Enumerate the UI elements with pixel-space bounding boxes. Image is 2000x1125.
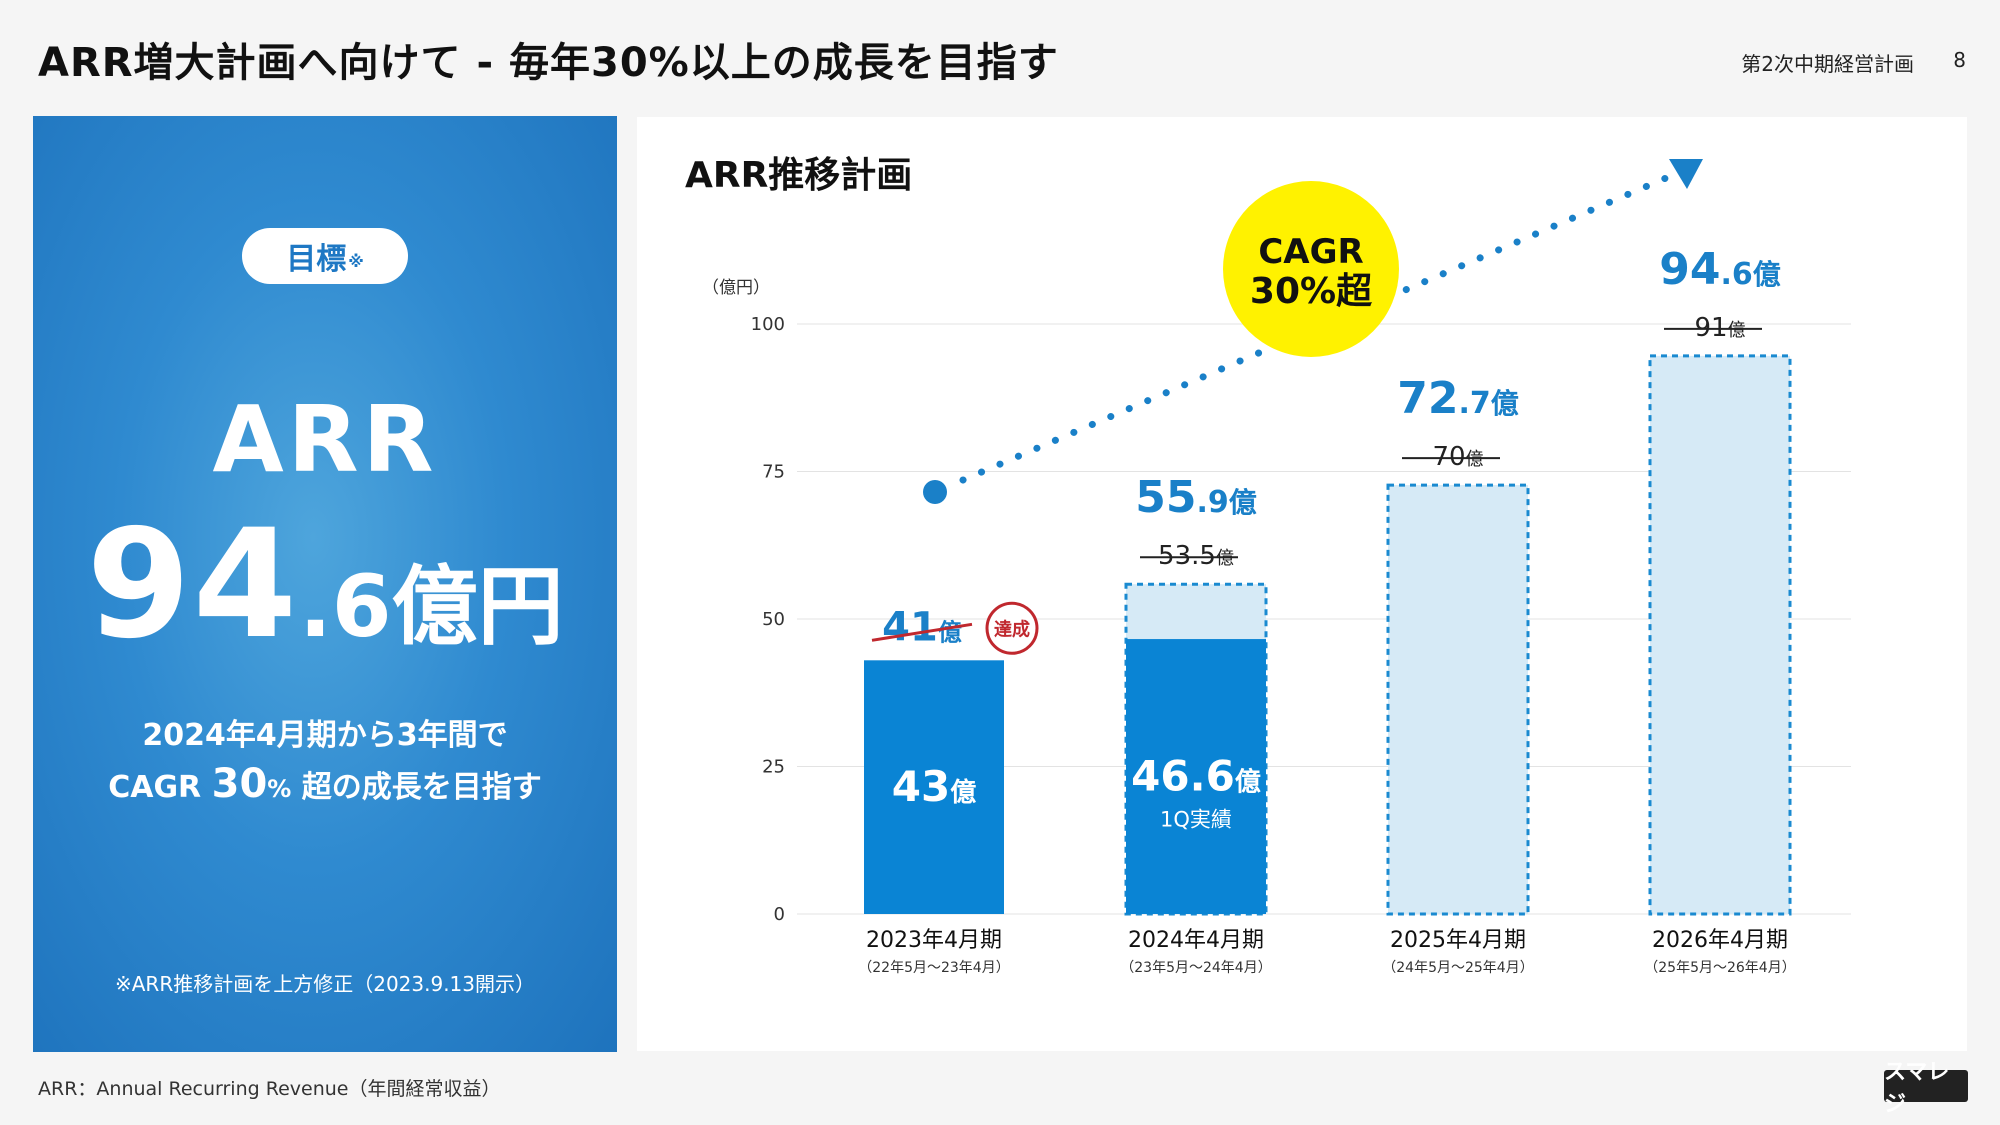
goal-desc-rate: 30 [211, 761, 268, 807]
cagr-badge-line1: CAGR [1258, 232, 1363, 272]
goal-value-decimal: .6 [299, 557, 392, 657]
goal-metric-name: ARR [212, 386, 438, 493]
goal-badge-label: 目標 [286, 242, 347, 277]
actual-label-number: 43 [892, 762, 950, 811]
goal-metric-value: 94.6億円 [33, 498, 617, 672]
plan-bar [1386, 483, 1530, 916]
goal-desc-rest: 超の成長を目指す [291, 770, 542, 805]
plan-data-label: 94.6億 [1659, 244, 1781, 295]
previous-plan-strike [871, 622, 973, 642]
actual-label-number: 46.6 [1131, 752, 1235, 801]
page-number: 8 [1953, 48, 1966, 72]
chart-title: ARR推移計画 [685, 155, 912, 196]
x-sub-label: （24年5月～25年4月） [1382, 960, 1533, 976]
y-tick-label: 100 [751, 314, 785, 335]
y-tick-label: 75 [762, 462, 785, 483]
x-sub-label: （22年5月～23年4月） [858, 960, 1009, 976]
actual-data-label: 46.6億 [1131, 752, 1261, 801]
actual-label-note: 1Q実績 [1160, 808, 1232, 832]
chart-panel: ARR推移計画 （億円） 0 25 50 75 100 2023年4月期 （22年5月～23年4… [637, 117, 1967, 1051]
y-tick-label: 0 [774, 904, 785, 925]
goal-value-unit: 億円 [391, 557, 564, 657]
plan-label-integer: 72 [1397, 373, 1458, 424]
actual-bar [1126, 639, 1266, 914]
footnote: ARR：Annual Recurring Revenue（年間経常収益） [38, 1078, 501, 1100]
plan-label-integer: 55 [1135, 472, 1196, 523]
previous-plan-label: 41億 [882, 604, 962, 650]
y-tick-label: 50 [762, 609, 785, 630]
company-logo: スマレジ [1884, 1060, 1968, 1117]
trend-arrowhead [1669, 159, 1703, 189]
previous-plan-unit: 億 [1216, 548, 1234, 569]
previous-plan-label: 91億 [1694, 313, 1745, 343]
previous-plan-unit: 億 [1466, 449, 1484, 470]
previous-plan-unit: 億 [1728, 320, 1746, 341]
goal-value-integer: 94 [86, 498, 300, 672]
goal-badge: 目標 ※ [242, 228, 408, 284]
revision-note: ※ARR推移計画を上方修正（2023.9.13開示） [114, 972, 536, 996]
plan-label-integer: 94 [1659, 244, 1720, 295]
goal-desc-percent: % [267, 775, 292, 803]
plan-label-decimal: .9 [1196, 485, 1228, 520]
goal-desc-cagr: CAGR [108, 770, 212, 805]
trend-dotted-line [959, 171, 1677, 484]
x-tick-label: 2025年4月期 [1390, 928, 1526, 953]
cagr-badge-line2: 30%超 [1250, 271, 1373, 312]
goal-description: 2024年4月期から3年間で CAGR 30% 超の成長を目指す [33, 712, 617, 813]
document-name: 第2次中期経営計画 [1741, 52, 1914, 76]
page-title: ARR増大計画へ向けて - 毎年30%以上の成長を目指す [38, 40, 1059, 86]
previous-plan-number: 41 [882, 604, 938, 650]
goal-panel: 目標 ※ ARR 94.6億円 2024年4月期から3年間で CAGR 30% 超… [33, 116, 617, 1052]
achieved-stamp-ring [985, 601, 1039, 655]
plan-label-unit: 億 [1753, 258, 1781, 291]
goal-badge-note-mark: ※ [348, 251, 364, 271]
x-tick-label: 2026年4月期 [1652, 928, 1788, 953]
x-tick-label: 2024年4月期 [1128, 928, 1264, 953]
x-tick-label: 2023年4月期 [866, 928, 1002, 953]
previous-plan-unit: 億 [938, 618, 962, 646]
actual-bar [864, 660, 1004, 914]
cagr-badge-circle [1223, 181, 1399, 357]
actual-label-unit: 億 [950, 778, 976, 808]
x-sub-label: （23年5月～24年4月） [1120, 960, 1271, 976]
plan-data-label: 72.7億 [1397, 373, 1519, 424]
achieved-stamp-text: 達成 [994, 618, 1030, 640]
trend-start-dot [923, 480, 947, 504]
actual-data-label: 43億 [892, 762, 976, 811]
plan-label-unit: 億 [1491, 387, 1519, 420]
previous-plan-number: 91 [1694, 313, 1727, 343]
plan-label-unit: 億 [1229, 486, 1257, 519]
arr-chart: ARR推移計画 （億円） 0 25 50 75 100 2023年4月期 （22年5月～23年4… [685, 155, 1851, 976]
plan-bar [1648, 354, 1792, 916]
x-sub-label: （25年5月～26年4月） [1644, 960, 1795, 976]
plan-data-label: 55.9億 [1135, 472, 1257, 523]
plan-label-decimal: .7 [1458, 386, 1490, 421]
y-axis-unit-label: （億円） [702, 278, 770, 298]
goal-description-line2: CAGR 30% 超の成長を目指す [33, 760, 617, 813]
goal-description-line1: 2024年4月期から3年間で [142, 718, 508, 753]
actual-label-unit: 億 [1235, 768, 1261, 798]
y-tick-label: 25 [762, 757, 785, 778]
plan-label-decimal: .6 [1720, 257, 1752, 292]
